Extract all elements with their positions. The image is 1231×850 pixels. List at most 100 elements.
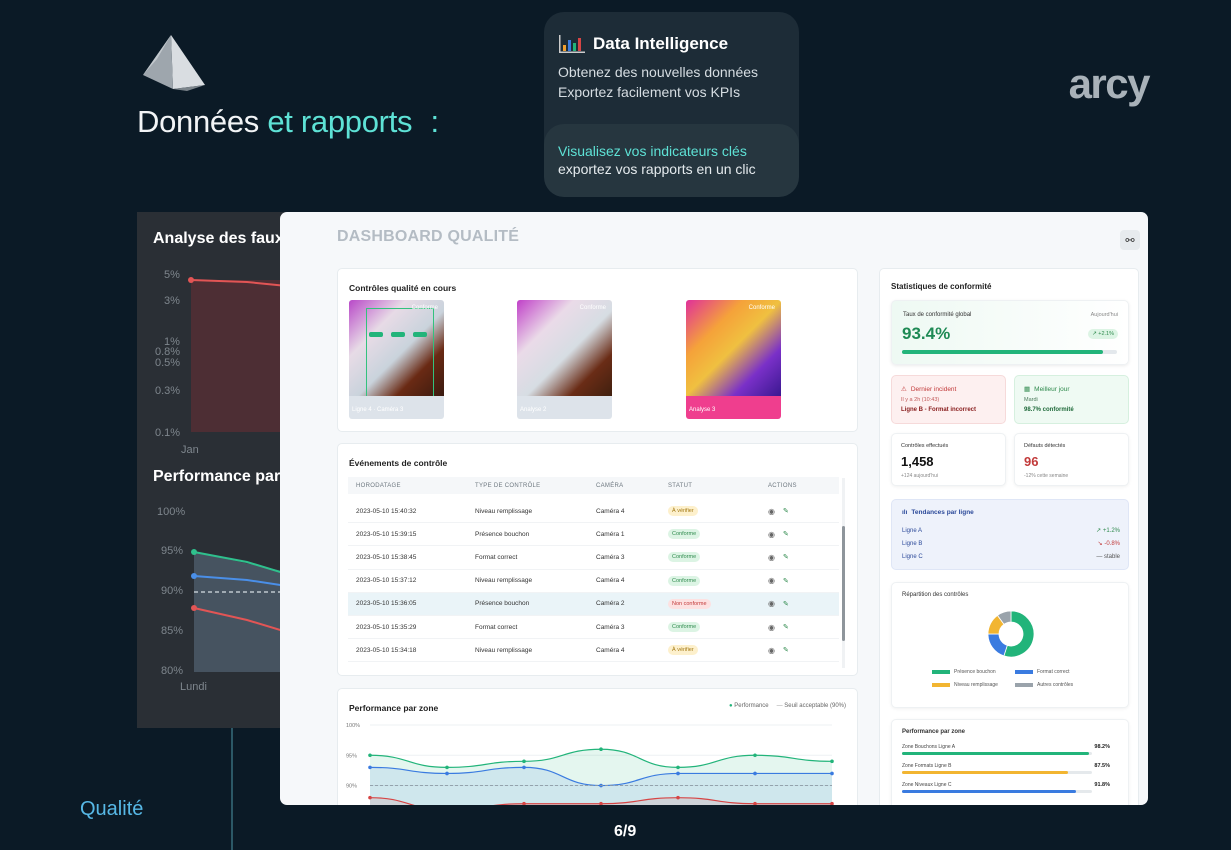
cell-timestamp: 2023-05-10 15:39:15 <box>356 530 417 538</box>
dashboard-window: DASHBOARD QUALITÉ ⚯ Contrôles qualité en… <box>280 212 1148 805</box>
info-highlight-box: Visualisez vos indicateurs clés exportez… <box>544 124 799 197</box>
eye-icon[interactable]: ◉ <box>768 529 775 539</box>
edit-icon[interactable]: ✎ <box>782 554 789 562</box>
defects-card: Défauts détectés 96 -12% cette semaine <box>1014 433 1129 486</box>
bg-charts <box>188 277 287 672</box>
zone-bar-fill <box>902 771 1069 774</box>
data-point <box>676 771 680 776</box>
legend-label: Format correct <box>1037 669 1070 675</box>
table-row[interactable]: 2023-05-10 15:39:15 Présence bouchon Camér… <box>348 523 839 547</box>
edit-icon[interactable]: ✎ <box>782 508 789 516</box>
zone-chart-card: Performance par zone ● Performance — Seu… <box>337 688 858 805</box>
legend-swatch <box>1015 670 1033 674</box>
info-line-1: Obtenez des nouvelles données <box>558 64 759 80</box>
section-label: Qualité <box>80 798 144 820</box>
bg-xtick: Jan <box>181 444 199 456</box>
edit-icon[interactable]: ✎ <box>782 531 789 539</box>
info-card-title: Data Intelligence <box>593 34 729 53</box>
thumbnail-badge: Conforme <box>411 305 438 311</box>
events-title: Événements de contrôle <box>349 458 448 468</box>
cell-timestamp: 2023-05-10 15:34:18 <box>356 646 417 654</box>
data-point <box>445 771 449 776</box>
legend-label: Autres contrôles <box>1037 682 1074 688</box>
eye-icon[interactable]: ◉ <box>768 645 775 655</box>
incident-title: Dernier incident <box>910 385 957 393</box>
info-highlight-1: Visualisez vos indicateurs clés <box>558 143 747 159</box>
control-thumbnail[interactable]: Conforme Ligne 4 · Caméra 3 <box>349 300 444 419</box>
bg-tick: 1% <box>164 336 180 348</box>
global-rate-value: 93.4% <box>902 324 951 343</box>
control-thumbnail[interactable]: Conforme Analyse 3 <box>686 300 781 419</box>
data-point <box>445 765 449 770</box>
table-row[interactable]: 2023-05-10 15:37:12 Niveau remplissage Cam… <box>348 570 839 593</box>
legend-item: Présence bouchon <box>932 669 1009 675</box>
trend-line-label: Ligne A <box>902 527 923 534</box>
best-day-title: Meilleur jour <box>1034 385 1070 393</box>
brand-logo: arcy <box>1068 60 1151 107</box>
controls-title: Contrôles qualité en cours <box>349 283 457 293</box>
edit-icon[interactable]: ✎ <box>782 600 789 608</box>
trend-row: Ligne A ↗ +1.2% <box>902 524 1120 537</box>
events-table: HORODATAGE TYPE DE CONTRÔLE CAMÉRA STATU… <box>348 477 839 663</box>
col-header[interactable]: TYPE DE CONTRÔLE <box>475 482 541 489</box>
eye-icon[interactable]: ◉ <box>768 552 775 562</box>
data-point <box>676 765 680 770</box>
background-chart-panel: Analyse des faux 5% 3% 1% 0.8% 0.5% 0.3%… <box>137 212 287 728</box>
table-row[interactable]: 2023-05-10 15:40:32 Niveau remplissage Cam… <box>348 500 839 524</box>
zone-value: 87.5% <box>1094 763 1110 769</box>
eye-icon[interactable]: ◉ <box>768 622 775 632</box>
data-point <box>676 795 680 800</box>
donut-slice[interactable] <box>987 633 1008 657</box>
data-point <box>599 747 603 752</box>
zone-progress-row: Zone Formats Ligne B 87.5% <box>902 763 1120 782</box>
cell-timestamp: 2023-05-10 15:37:12 <box>356 577 417 585</box>
legend-swatch <box>932 670 950 674</box>
scrollbar[interactable] <box>842 478 845 668</box>
status-badge: À vérifier <box>668 645 698 656</box>
best-day-card: ▦ Meilleur jour Mardi 98.7% conformité <box>1014 375 1129 424</box>
repartition-title: Répartition des contrôles <box>902 592 969 598</box>
bg-tick: 3% <box>164 295 180 307</box>
donut-legend: Présence bouchon Format correct Niveau rem… <box>932 669 1092 688</box>
incident-card: ⚠ Dernier incident Il y a 2h (10:43) Lig… <box>891 375 1006 424</box>
thumbnail-badge: Conforme <box>748 305 775 311</box>
data-point <box>368 753 372 758</box>
eye-icon[interactable]: ◉ <box>768 576 775 586</box>
link-icon[interactable]: ⚯ <box>1120 230 1140 250</box>
bg-tick: 0.5% <box>155 357 181 369</box>
legend-threshold: Seuil acceptable (90%) <box>784 703 846 709</box>
stats-title: Statistiques de conformité <box>891 282 992 291</box>
col-header[interactable]: CAMÉRA <box>596 482 624 489</box>
edit-icon[interactable]: ✎ <box>782 577 789 585</box>
cell-camera: Caméra 4 <box>596 577 625 585</box>
cell-camera: Caméra 4 <box>596 507 625 515</box>
eye-icon[interactable]: ◉ <box>768 599 775 609</box>
controls-count-sub: +124 aujourd'hui <box>901 473 938 479</box>
trend-line-label: Ligne C <box>902 553 923 560</box>
global-rate-progress <box>902 350 1117 354</box>
col-header[interactable]: HORODATAGE <box>356 482 401 489</box>
bg-tick: 0.1% <box>155 427 181 439</box>
zone-progress-row: Zone Bouchons Ligne A 98.2% <box>902 744 1120 763</box>
edit-icon[interactable]: ✎ <box>782 647 789 655</box>
table-row[interactable]: 2023-05-10 15:36:05 Présence bouchon Camér… <box>348 592 839 616</box>
table-row[interactable]: 2023-05-10 15:34:18 Niveau remplissage Cam… <box>348 639 839 663</box>
zone-value: 91.8% <box>1094 782 1110 788</box>
zone-bar <box>902 752 1092 755</box>
control-thumbnail[interactable]: Conforme Analyse 2 <box>517 300 612 419</box>
data-point <box>830 771 834 776</box>
series-area <box>370 797 832 805</box>
table-row[interactable]: 2023-05-10 15:38:45 Format correct Caméra … <box>348 546 839 570</box>
col-header[interactable]: STATUT <box>668 482 693 489</box>
status-badge: Conforme <box>668 622 701 633</box>
repartition-card: Répartition des contrôles Présence bouch… <box>891 582 1129 708</box>
logo-icon <box>143 35 205 91</box>
cell-camera: Caméra 2 <box>596 600 625 608</box>
edit-icon[interactable]: ✎ <box>782 624 789 632</box>
donut-slice[interactable] <box>996 610 1012 625</box>
table-row[interactable]: 2023-05-10 15:35:29 Format correct Caméra … <box>348 616 839 640</box>
donut-slice[interactable] <box>1003 610 1035 658</box>
bar-chart-icon <box>559 35 585 53</box>
eye-icon[interactable]: ◉ <box>768 506 775 516</box>
legend-label: Présence bouchon <box>954 669 996 675</box>
